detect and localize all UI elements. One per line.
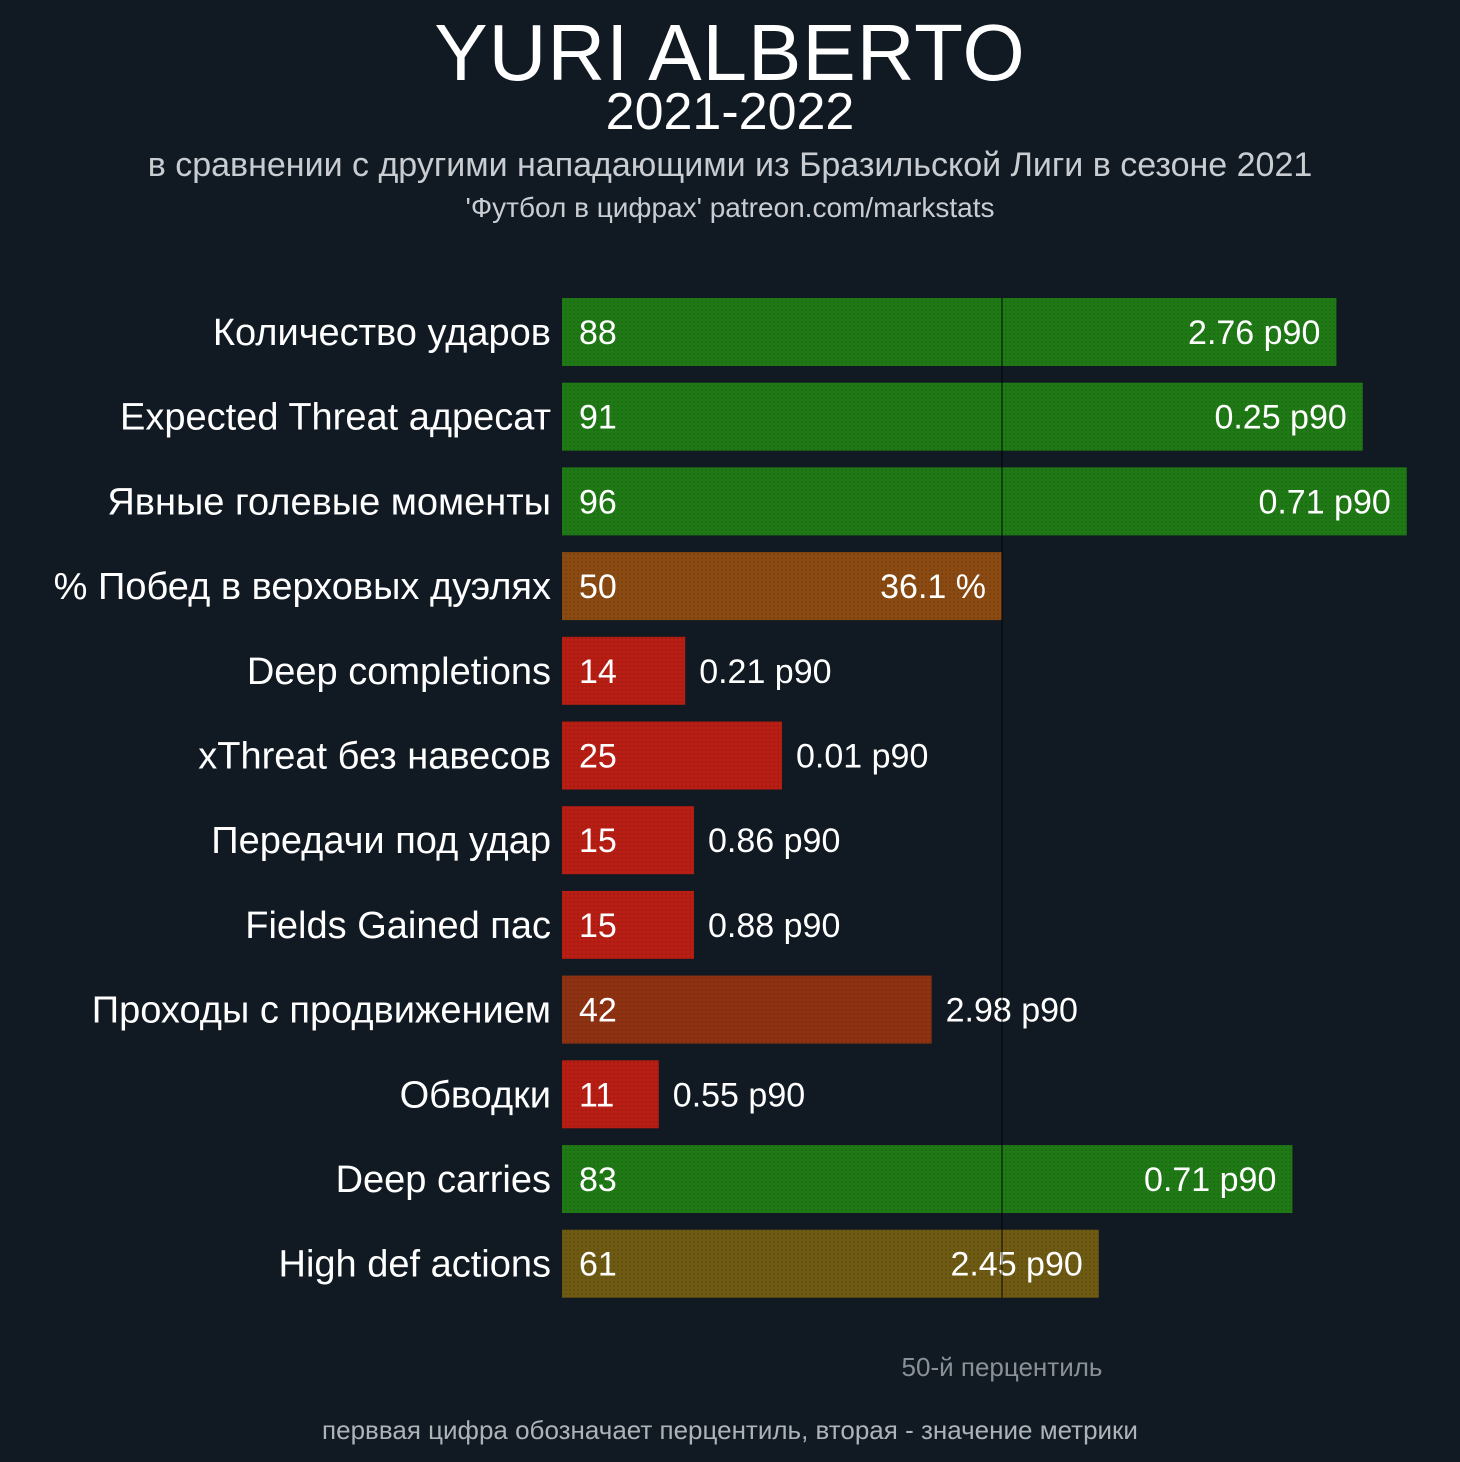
category-label: Проходы с продвижением	[92, 990, 551, 1032]
value-label: 0.55 p90	[673, 1076, 805, 1114]
percentile-label: 25	[579, 738, 617, 776]
value-label: 2.45 p90	[950, 1246, 1082, 1284]
page-title: YURI ALBERTO	[434, 8, 1026, 97]
percentile-label: 15	[579, 822, 617, 860]
category-label: Expected Threat адресат	[120, 397, 551, 439]
category-label: Deep completions	[247, 651, 551, 693]
bar-texture	[562, 382, 1363, 451]
credit-line: 'Футбол в цифрах' patreon.com/markstats	[465, 192, 995, 223]
category-label: xThreat без навесов	[198, 736, 551, 778]
season-subtitle: 2021-2022	[605, 83, 855, 141]
footnote: перввая цифра обозначает перцентиль, вто…	[322, 1415, 1138, 1445]
percentile-label: 91	[579, 399, 617, 437]
bar-texture	[562, 975, 932, 1044]
bar-texture	[562, 467, 1407, 536]
percentile-label: 61	[579, 1246, 617, 1284]
median-label: 50-й перцентиль	[901, 1352, 1103, 1382]
value-label: 0.86 p90	[708, 822, 840, 860]
percentile-label: 11	[579, 1076, 614, 1114]
bar-texture	[562, 1145, 1293, 1213]
percentile-label: 88	[579, 314, 617, 352]
bar-texture	[562, 721, 782, 790]
percentile-label: 14	[579, 653, 617, 691]
percentile-label: 83	[579, 1161, 617, 1199]
category-label: % Побед в верховых дуэлях	[54, 566, 551, 608]
bar-texture	[562, 806, 694, 875]
category-label: Явные голевые моменты	[107, 481, 551, 523]
category-label: Fields Gained пас	[245, 905, 551, 947]
value-label: 0.21 p90	[699, 653, 831, 691]
category-label: Deep carries	[336, 1159, 551, 1201]
bar-texture	[562, 890, 694, 959]
value-label: 0.71 p90	[1258, 483, 1390, 521]
value-label: 2.76 p90	[1188, 314, 1320, 352]
value-label: 0.88 p90	[708, 907, 840, 945]
percentile-label: 50	[579, 568, 617, 606]
value-label: 2.98 p90	[946, 992, 1078, 1030]
comparison-subtitle: в сравнении с другими нападающими из Бра…	[147, 146, 1313, 184]
bar-texture	[562, 552, 1002, 621]
percentile-label: 15	[579, 907, 617, 945]
bar-texture	[562, 298, 1337, 366]
category-label: Обводки	[400, 1074, 551, 1116]
category-label: Количество ударов	[213, 312, 551, 354]
bar-texture	[562, 1229, 1099, 1298]
value-label: 0.01 p90	[796, 738, 928, 776]
value-label: 0.25 p90	[1214, 399, 1346, 437]
percentile-label: 42	[579, 992, 617, 1030]
bar-texture	[562, 636, 686, 705]
bar-texture	[562, 1060, 659, 1129]
percentile-label: 96	[579, 483, 617, 521]
category-label: High def actions	[279, 1244, 552, 1286]
value-label: 0.71 p90	[1144, 1161, 1276, 1199]
value-label: 36.1 %	[880, 568, 986, 606]
category-label: Передачи под удар	[211, 820, 551, 862]
